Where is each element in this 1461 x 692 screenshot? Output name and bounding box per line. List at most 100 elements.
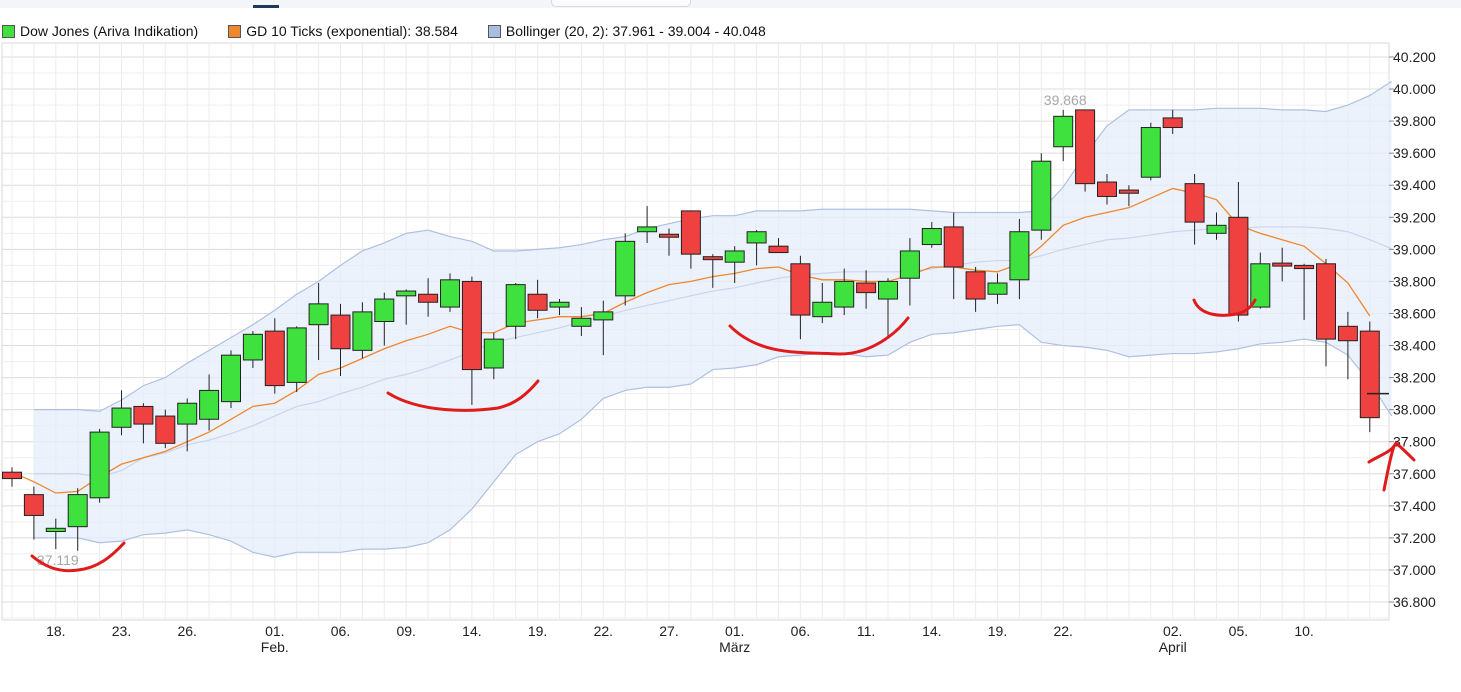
freehand-arc-4 [1192,298,1257,317]
candle-body [637,226,658,233]
ema-polyline [11,187,1371,494]
y-tick-label: 38.000 [1393,402,1436,418]
x-tick-label: 11. [857,623,875,639]
x-tick-label: 02. [1163,623,1182,639]
candle [1228,182,1249,322]
candle [1053,109,1074,162]
candle [440,273,460,312]
candle [111,390,132,436]
candle [1206,212,1227,240]
y-tick-label: 39.000 [1393,241,1436,257]
candle-body [615,240,636,297]
candle [1162,109,1183,134]
candle-body [89,431,110,499]
candle [286,326,307,393]
candle [680,210,701,269]
candle [527,279,548,319]
x-tick-label: 26. [177,623,196,639]
legend-swatch-dow-jones [2,24,15,38]
candle-body [1337,325,1358,342]
candle [943,212,964,300]
bollinger-fill [33,81,1392,558]
legend-item-ema[interactable]: GD 10 Ticks (exponential): 38.584 [228,23,458,39]
candle-body [812,301,833,318]
candle [221,350,241,409]
candle-body [308,303,329,326]
legend-item-dow-jones[interactable]: Dow Jones (Ariva Indikation) [2,23,198,39]
bollinger-band [33,80,1393,558]
legend-swatch-ema [228,24,242,38]
x-tick-label: 14. [922,623,941,639]
candle-body [199,389,220,420]
candle-body [221,354,241,403]
candle [1250,252,1271,309]
bollinger-lower-line [33,324,1393,558]
candle-body [1118,189,1139,194]
candle-body [483,338,504,369]
y-tick-label: 37.400 [1393,498,1436,514]
candle [834,268,855,316]
x-tick-label: 14. [462,623,481,639]
freehand-arc-3 [728,316,910,356]
candle [1337,311,1358,380]
y-tick-label: 39.400 [1393,177,1436,193]
candle [23,486,44,540]
candle [396,289,417,325]
candle [746,230,767,266]
legend-label-dow-jones: Dow Jones (Ariva Indikation) [20,23,199,39]
candle-body [155,415,176,444]
legend-label-bollinger: Bollinger (20, 2): 37.961 - 39.004 - 40.… [505,23,766,39]
candle [768,238,789,254]
candle [571,307,592,336]
candle [89,428,110,503]
x-tick-month-label: März [719,639,750,655]
candle [1097,174,1117,205]
candle [133,403,154,444]
candle-body [67,494,88,528]
y-tick-label: 37.000 [1393,562,1436,578]
x-tick-label: 27. [659,623,678,639]
candle [330,303,351,376]
chart-labels: 39.868 37.119 [37,92,1087,568]
active-tab-indicator[interactable] [253,5,279,8]
candle-body [746,231,767,244]
candle-body [1294,264,1315,270]
candle-body [680,210,701,255]
candle-body [965,271,986,300]
y-tick-label: 37.800 [1393,434,1436,450]
chart-legend: Dow Jones (Ariva Indikation) GD 10 Ticks… [2,20,796,42]
candle [308,283,329,360]
candle-body [45,527,66,532]
candle [987,273,1008,304]
y-tick-label: 38.600 [1393,305,1436,321]
freehand-arc-1 [30,541,126,573]
candle [1272,247,1293,282]
candle-body [593,311,614,321]
candle-body [2,471,22,480]
x-tick-label: 19. [528,623,547,639]
x-tick-month-label: April [1159,639,1187,655]
candle [921,222,942,248]
legend-item-bollinger[interactable]: Bollinger (20, 2): 37.961 - 39.004 - 40.… [487,23,766,39]
candle-body [374,298,395,322]
candle [1316,258,1336,367]
candle-body [418,293,439,303]
candle-body [1359,330,1380,419]
candle-body [659,233,679,238]
candle-body [1097,181,1117,197]
bollinger-mid-line [33,226,1392,478]
x-tick-label: 01. [725,623,744,639]
x-tick-label: 22. [1053,623,1072,639]
candle [374,292,395,346]
candle-body [264,330,285,387]
toolbar-tab-handle[interactable] [551,0,691,7]
candle [461,276,482,405]
candle-body [1228,216,1249,316]
candle-body [790,263,811,316]
candle [1140,122,1161,181]
candle [1031,153,1052,240]
candle [856,270,877,309]
x-tick-label: 01. [265,623,284,639]
extreme-value-label: 37.119 [37,552,79,568]
